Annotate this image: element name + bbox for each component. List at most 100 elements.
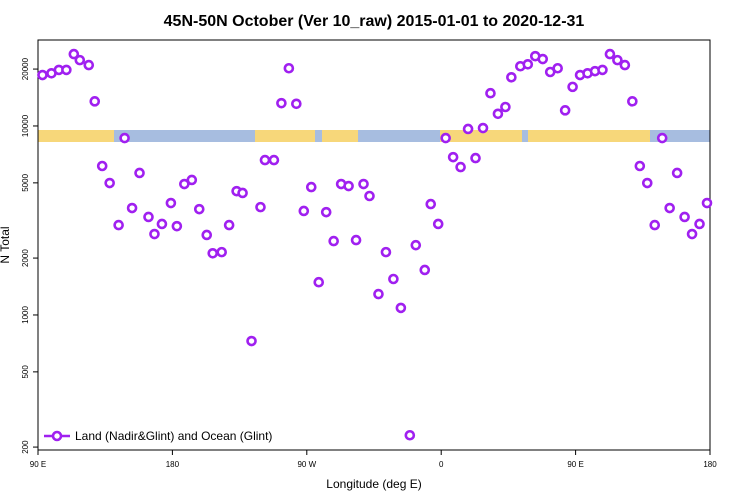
data-point <box>298 205 310 217</box>
data-point <box>113 219 124 231</box>
data-point <box>567 81 578 93</box>
data-point <box>96 160 108 172</box>
y-axis-label: N Total <box>0 226 12 263</box>
data-point <box>462 123 474 135</box>
data-point <box>119 132 130 144</box>
data-point <box>641 177 653 189</box>
data-point <box>328 235 339 247</box>
data-point <box>171 220 183 232</box>
data-point <box>671 167 683 179</box>
data-point <box>404 429 416 441</box>
data-point <box>74 54 86 66</box>
data-point <box>627 96 638 107</box>
plot-frame <box>37 39 711 451</box>
data-point <box>259 154 271 166</box>
map-band <box>38 130 710 142</box>
x-tick-label: 180 <box>703 460 717 469</box>
data-point <box>559 105 571 116</box>
y-tick-label: 1000 <box>21 306 30 324</box>
data-point <box>419 264 431 276</box>
data-point <box>343 180 354 192</box>
data-point <box>656 132 668 144</box>
data-point <box>193 203 205 215</box>
data-point <box>500 101 511 113</box>
y-tick-label: 20000 <box>21 57 30 80</box>
data-point <box>664 202 675 214</box>
data-point <box>305 181 317 193</box>
y-tick-label: 10000 <box>21 114 30 137</box>
data-point <box>619 59 631 71</box>
data-point <box>364 190 375 202</box>
x-tick-label: 0 <box>439 460 444 469</box>
data-point <box>373 288 384 300</box>
data-point <box>126 202 138 214</box>
data-point <box>134 167 145 179</box>
data-point <box>313 276 325 288</box>
data-point <box>425 198 437 210</box>
data-point <box>679 211 690 223</box>
data-point <box>156 218 168 230</box>
data-point <box>104 177 115 189</box>
x-tick-label: 90 E <box>567 460 583 469</box>
data-point <box>61 64 72 76</box>
x-tick-label: 90 W <box>297 460 316 469</box>
data-point <box>68 48 80 60</box>
data-point <box>268 154 280 166</box>
data-point <box>179 178 190 190</box>
data-point <box>237 187 248 199</box>
data-point <box>440 132 451 144</box>
data-point <box>186 174 198 186</box>
y-tick-label: 2000 <box>21 249 30 267</box>
chart-title: 45N-50N October (Ver 10_raw) 2015-01-01 … <box>164 13 585 30</box>
data-point <box>83 59 95 71</box>
legend-label: Land (Nadir&Glint) and Ocean (Glint) <box>75 429 272 443</box>
data-point <box>395 302 407 314</box>
data-point <box>149 228 160 240</box>
data-point <box>492 108 504 120</box>
data-point <box>447 151 459 163</box>
y-tick-label: 500 <box>21 365 30 379</box>
data-point <box>246 335 257 347</box>
data-point <box>165 197 177 209</box>
data-point <box>276 97 287 109</box>
data-point <box>477 122 489 134</box>
data-point <box>216 246 227 258</box>
data-point <box>552 62 563 74</box>
data-point <box>537 53 549 65</box>
data-point <box>37 69 48 81</box>
data-point <box>143 211 154 223</box>
data-point <box>612 54 623 66</box>
data-point <box>223 219 235 231</box>
data-point <box>506 71 517 83</box>
data-point <box>485 87 496 99</box>
data-point <box>89 96 101 107</box>
data-point <box>283 62 295 74</box>
data-point <box>358 178 369 190</box>
data-point <box>380 246 392 258</box>
data-point <box>410 239 422 251</box>
data-point <box>388 273 399 285</box>
data-point <box>350 234 362 246</box>
x-tick-label: 90 E <box>30 460 46 469</box>
data-point <box>522 58 534 70</box>
y-tick-label: 5000 <box>21 173 30 191</box>
x-axis-label: Longitude (deg E) <box>326 477 421 491</box>
data-point <box>255 201 266 213</box>
data-point <box>686 228 698 240</box>
data-point <box>634 160 646 172</box>
data-point <box>432 218 444 230</box>
data-point <box>291 98 302 110</box>
data-point <box>201 229 213 241</box>
x-tick-label: 180 <box>166 460 180 469</box>
data-point <box>701 197 713 209</box>
data-point <box>207 247 219 259</box>
y-tick-label: 200 <box>21 440 30 454</box>
data-point <box>455 161 466 173</box>
data-point <box>694 218 705 230</box>
data-point <box>649 219 661 231</box>
data-point <box>470 152 481 164</box>
data-point <box>597 64 608 76</box>
data-point <box>604 48 616 60</box>
data-point <box>320 206 332 218</box>
